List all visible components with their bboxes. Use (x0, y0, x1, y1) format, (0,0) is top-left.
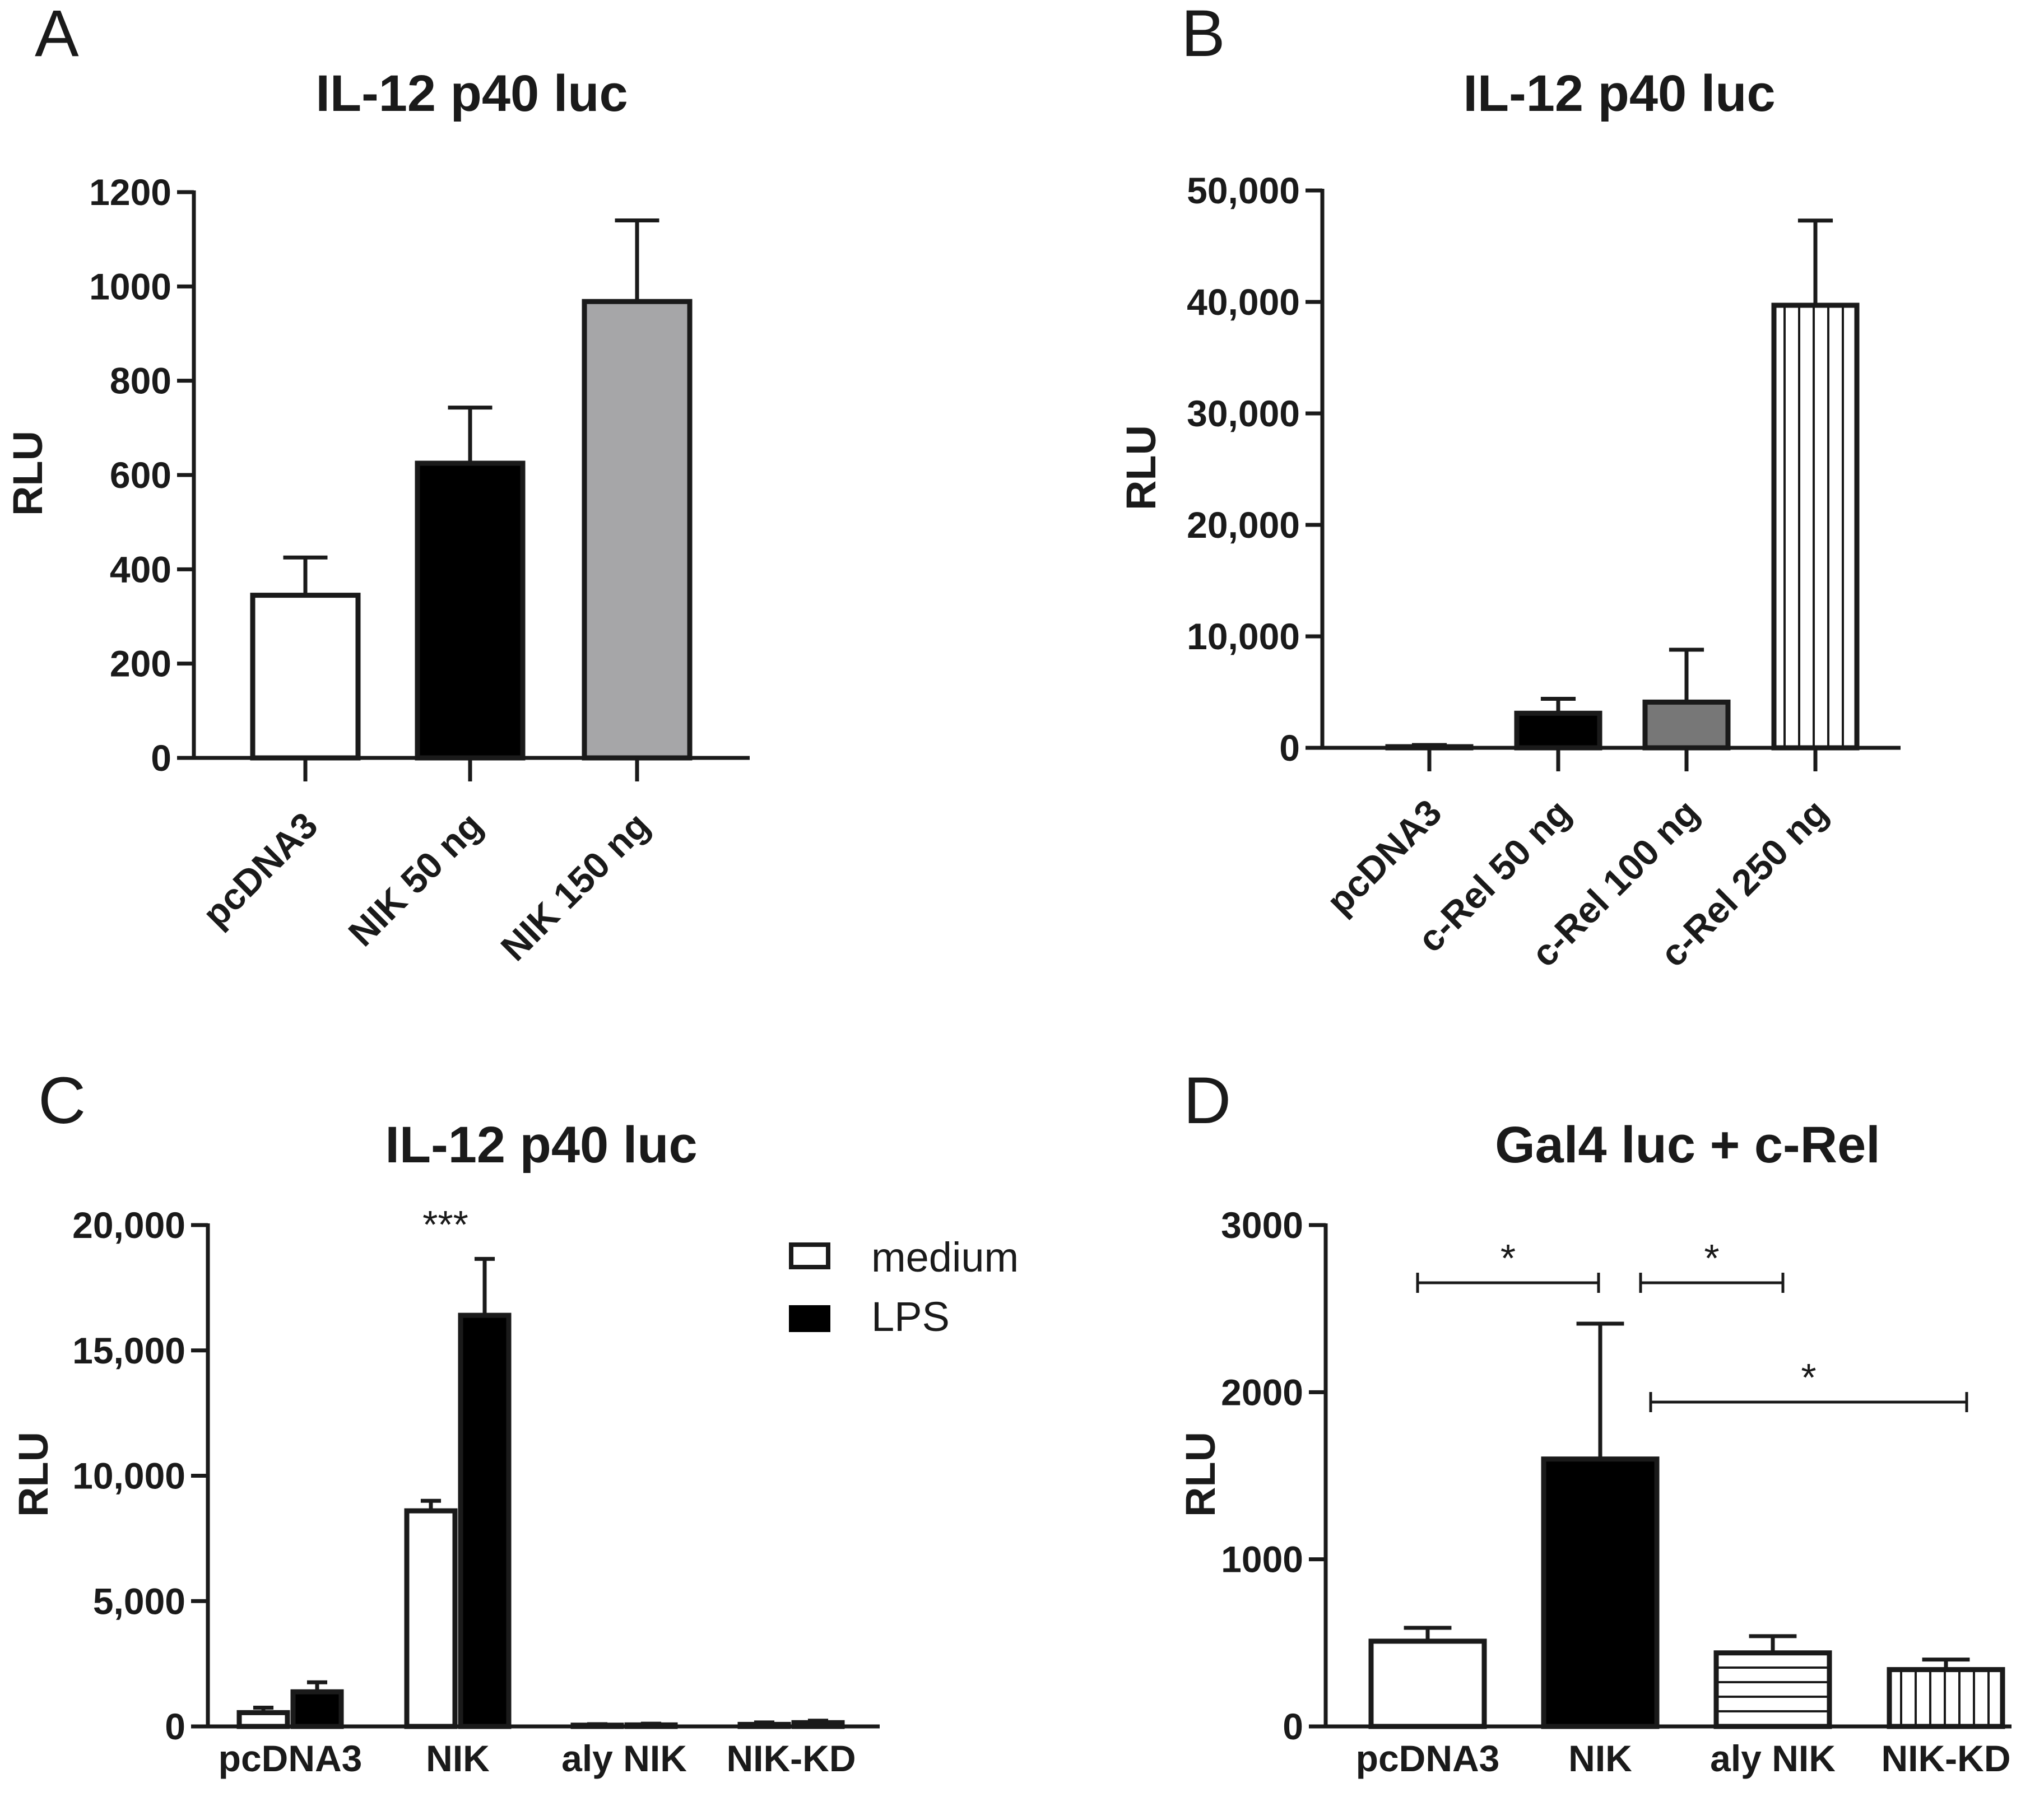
panel-a-y-tick-label: 800 (110, 360, 171, 402)
bar-c-rel-50-ng (1514, 710, 1602, 751)
bar-nik-kd (1887, 1667, 2005, 1729)
panel-a-y-tick-label: 1200 (89, 171, 171, 213)
legend-swatch-medium (789, 1242, 830, 1269)
panel-b-title: IL-12 p40 luc (1463, 65, 1775, 122)
panel-d: D Gal4 luc + c-Rel RLU 0 1000 2000 3000 pcDN… (1177, 1064, 2012, 1779)
panel-c-plot: 0 5,000 10,000 15,000 20,000 pcDNA3 NIK aly NIK… (72, 1203, 880, 1779)
panel-a-y-tick-label: 400 (110, 548, 171, 590)
panel-c-y-tick-label: 20,000 (72, 1204, 185, 1246)
significance-label: *** (422, 1203, 468, 1246)
panel-b-y-tick-label: 30,000 (1187, 393, 1300, 434)
panel-d-y-axis-label: RLU (1177, 1432, 1224, 1517)
panel-d-title: Gal4 luc + c-Rel (1495, 1116, 1880, 1174)
panel-b-y-tick-label: 10,000 (1187, 616, 1300, 657)
legend-label-medium: medium (871, 1234, 1019, 1281)
panel-b-y-tick-label: 40,000 (1187, 281, 1300, 323)
panel-b: B IL-12 p40 luc RLU 0 10,000 20,000 30,000 4… (1118, 0, 1901, 975)
panel-a-plot: 0 200 400 600 800 1000 1200 pcDNA3 NIK 50 ng NIK … (89, 171, 750, 969)
bar-pcdna3 (250, 593, 361, 761)
bar-c-rel-250-ng (1771, 302, 1860, 751)
panel-c-x-tick-label: aly NIK (561, 1738, 687, 1779)
panel-c-x-tick-label: NIK-KD (727, 1738, 856, 1779)
panel-a-x-tick-label: NIK 150 ng (493, 804, 657, 969)
legend-swatch-lps (789, 1305, 830, 1332)
panel-d-y-tick-label: 1000 (1221, 1539, 1303, 1580)
panel-a-y-axis-label: RLU (4, 431, 51, 516)
panel-d-y-tick-label: 3000 (1221, 1204, 1303, 1246)
bar-pcdna3 (1368, 1638, 1487, 1729)
panel-d-y-tick-label: 0 (1283, 1706, 1303, 1747)
panel-c-y-tick-label: 10,000 (72, 1455, 185, 1497)
panel-a-x-tick-label: NIK 50 ng (340, 804, 490, 955)
panel-letter-c: C (38, 1064, 86, 1138)
panel-a-y-tick-label: 1000 (89, 266, 171, 307)
panel-d-x-tick-label: aly NIK (1710, 1738, 1836, 1779)
bar-nik-50-ng (415, 460, 526, 761)
panel-b-y-tick-label: 20,000 (1187, 504, 1300, 546)
panel-b-plot: 010,00020,00030,00040,00050,000pcDNA3c-R… (1187, 170, 1901, 975)
bar-nik-medium (404, 1508, 458, 1729)
panel-a-x-tick-label: pcDNA3 (194, 804, 326, 935)
panel-b-x-tick-label: pcDNA3 (1318, 792, 1450, 923)
panel-letter-d: D (1183, 1064, 1231, 1138)
bar-nik-lps (458, 1312, 512, 1729)
bar-pcdna3-medium (236, 1710, 290, 1729)
panel-a-y-tick-label: 0 (151, 737, 171, 779)
panel-c-x-tick-label: pcDNA3 (219, 1738, 363, 1779)
panel-b-y-tick-label: 50,000 (1187, 170, 1300, 211)
bar-aly-nik (1713, 1650, 1832, 1729)
bar-c-rel-100-ng (1642, 699, 1731, 751)
panel-d-x-tick-label: NIK (1568, 1738, 1632, 1779)
panel-c-y-tick-label: 5,000 (93, 1580, 185, 1622)
panel-b-y-tick-label: 0 (1279, 727, 1300, 769)
panel-a-title: IL-12 p40 luc (315, 65, 628, 122)
panel-letter-b: B (1181, 0, 1225, 71)
bar-nik (1541, 1456, 1660, 1729)
panel-d-y-tick-label: 2000 (1221, 1371, 1303, 1413)
panel-letter-a: A (35, 0, 79, 71)
panel-d-plot: 0 1000 2000 3000 pcDNA3 NIK aly NIK NIK-KD * * * (1221, 1204, 2012, 1779)
panel-d-x-tick-label: NIK-KD (1882, 1738, 2011, 1779)
significance-label: * (1801, 1356, 1816, 1399)
panel-c-title: IL-12 p40 luc (385, 1116, 697, 1174)
panel-c-y-axis-label: RLU (10, 1432, 57, 1517)
legend-label-lps: LPS (871, 1293, 950, 1340)
panel-c: C IL-12 p40 luc RLU 0 5,000 10,000 15,000 20… (10, 1064, 1019, 1779)
significance-label: * (1704, 1236, 1719, 1280)
bar-pcdna3-lps (290, 1689, 344, 1729)
panel-a: A IL-12 p40 luc RLU 0 200 400 600 800 1000 120… (4, 0, 750, 969)
panel-b-y-axis-label: RLU (1118, 425, 1164, 510)
panel-a-y-tick-label: 200 (110, 643, 171, 685)
panel-c-legend: medium LPS (789, 1234, 1019, 1340)
panel-d-x-tick-label: pcDNA3 (1356, 1738, 1500, 1779)
panel-a-y-tick-label: 600 (110, 454, 171, 496)
bar-nik-150-ng (582, 299, 693, 761)
panel-c-y-tick-label: 0 (165, 1706, 185, 1747)
significance-label: * (1501, 1236, 1516, 1280)
panel-c-y-tick-label: 15,000 (72, 1330, 185, 1371)
panel-c-x-tick-label: NIK (426, 1738, 490, 1779)
